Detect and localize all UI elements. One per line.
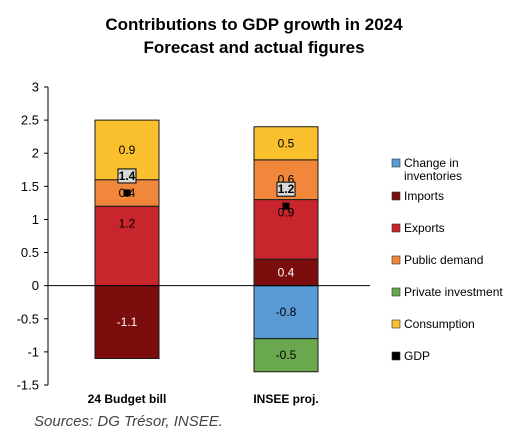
y-tick-label: 2: [32, 146, 39, 161]
chart-title: Contributions to GDP growth in 2024: [105, 15, 403, 34]
bar-segment-imports: [253, 258, 319, 287]
bar-segment-exports: [94, 205, 160, 287]
y-tick-label: 0.5: [21, 245, 39, 260]
source-note: Sources: DG Trésor, INSEE.: [34, 413, 223, 430]
y-tick-label: 0: [32, 278, 39, 293]
data-label-consumption: 0.9: [119, 143, 136, 157]
bar-segment-imports: [94, 285, 160, 360]
legend-label-change-in-inventories: Change in inventories: [404, 156, 462, 183]
legend-swatch-change-in-inventories: [391, 158, 401, 168]
data-label-imports: 0.4: [278, 265, 295, 279]
gdp-label: 1.2: [278, 182, 295, 196]
gdp-label-box: [117, 168, 137, 184]
legend-swatch-private-investment: [391, 287, 401, 297]
x-category-label: INSEE proj.: [253, 392, 318, 406]
legend-label-public-demand: Public demand: [404, 253, 483, 267]
data-label-exports: 1.2: [119, 217, 136, 231]
legend-swatch-consumption: [391, 319, 401, 329]
data-label-consumption: 0.5: [278, 136, 295, 150]
y-tick-label: -1.5: [17, 378, 39, 393]
legend-label-line: Change in: [404, 156, 459, 170]
plot-area: 3 2.5 2 1.5 1 0.5 0 -0.5 -1 -1.5 -1.1 1.2 0.4 0.9 1.4 2…: [17, 80, 370, 406]
gdp-marker: [123, 189, 131, 197]
gdp-label: 1.4: [119, 169, 136, 183]
legend-label-gdp: GDP: [404, 349, 430, 363]
legend-label-consumption: Consumption: [404, 317, 475, 331]
data-label-private-investment: -0.5: [276, 348, 297, 362]
y-tick-label: 1.5: [21, 179, 39, 194]
gdp-marker: [282, 202, 290, 210]
legend-swatch-exports: [391, 223, 401, 233]
chart-subtitle: Forecast and actual figures: [143, 38, 364, 57]
y-tick-label: 1: [32, 212, 39, 227]
legend-label-exports: Exports: [404, 221, 445, 235]
data-label-exports: 0.9: [278, 206, 295, 220]
bar-segment-change-in-inventories: [253, 285, 319, 340]
bar-segment-private-investment: [253, 338, 319, 373]
data-label-imports: -1.1: [117, 315, 138, 329]
legend-swatch-gdp: [391, 351, 401, 361]
legend-swatch-public-demand: [391, 255, 401, 265]
y-tick-label: 2.5: [21, 113, 39, 128]
legend: Change in inventories Imports Exports Public…: [391, 156, 503, 363]
legend-swatch-imports: [391, 191, 401, 201]
legend-label-line: inventories: [404, 169, 462, 183]
bar-segment-consumption: [253, 126, 319, 161]
y-tick-label: 3: [32, 80, 39, 95]
x-category-label: 24 Budget bill: [88, 392, 167, 406]
data-label-change-in-inventories: -0.8: [276, 305, 297, 319]
gdp-label-box: [276, 181, 296, 197]
legend-label-private-investment: Private investment: [404, 285, 503, 299]
legend-label-imports: Imports: [404, 189, 444, 203]
y-tick-label: -0.5: [17, 311, 39, 326]
y-tick-label: -1: [27, 344, 39, 359]
